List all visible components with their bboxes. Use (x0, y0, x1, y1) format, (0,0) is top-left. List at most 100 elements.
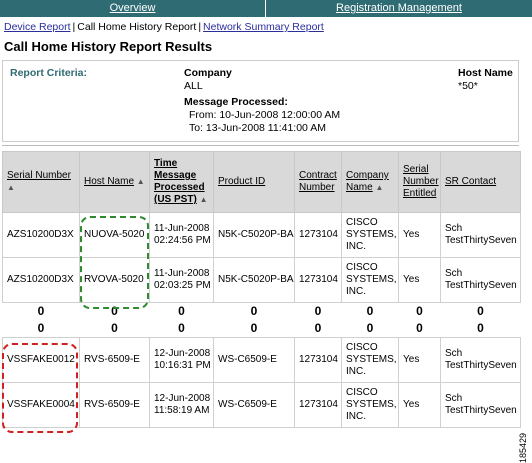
device-report-link[interactable]: Device Report (4, 21, 71, 33)
sort-icon: ▲ (375, 183, 384, 192)
time-text: 10:16:31 PM (154, 360, 211, 371)
col-serial-entitled[interactable]: Serial Number Entitled (398, 151, 441, 213)
company-cell: CISCO SYSTEMS, INC. (341, 212, 399, 258)
time-text: 11:58:19 AM (154, 405, 210, 416)
entitled-cell: Yes (398, 337, 441, 383)
company-line: SYSTEMS, (346, 274, 397, 285)
report-subnav: Device Report | Call Home History Report | N… (4, 21, 324, 33)
message-from: From: 10-Jun-2008 12:00:00 AM (189, 109, 341, 121)
table-row: AZS10200D3X RVOVA-5020 11-Jun-2008 02:03:… (2, 257, 521, 303)
table-row: VSSFAKE0004 RVS-6509-E 12-Jun-2008 11:58:… (2, 382, 521, 428)
contract-cell: 1273104 (294, 212, 342, 258)
divider (2, 145, 519, 146)
ellipsis-cell: 0 (250, 304, 258, 318)
sr-line: Sch (445, 268, 463, 279)
time-cell: 12-Jun-2008 10:16:31 PM (149, 337, 214, 383)
sort-icon: ▲ (136, 177, 145, 186)
company-line: INC. (346, 366, 366, 377)
ellipsis-cell: 0 (37, 321, 45, 335)
company-line: CISCO (346, 262, 378, 273)
time-text: 02:03:25 PM (154, 280, 211, 291)
product-cell: N5K-C5020P-BA (213, 257, 295, 303)
company-value: ALL (184, 80, 203, 92)
network-summary-report-link[interactable]: Network Summary Report (203, 21, 324, 33)
date-text: 12-Jun-2008 (154, 348, 211, 359)
table-header-row: Serial Number ▲ Host Name ▲ Time Message… (2, 151, 521, 213)
company-line: SYSTEMS, (346, 399, 397, 410)
report-criteria-label: Report Criteria: (10, 67, 88, 79)
ellipsis-cell: 0 (416, 304, 423, 318)
table-row: AZS10200D3X NUOVA-5020 11-Jun-2008 02:24:… (2, 212, 521, 258)
date-text: 11-Jun-2008 (154, 223, 210, 234)
company-name-sort-link[interactable]: Company Name (346, 170, 389, 193)
sr-line: Sch (445, 223, 463, 234)
time-cell: 12-Jun-2008 11:58:19 AM (149, 382, 214, 428)
time-text: 02:24:56 PM (154, 235, 211, 246)
ellipsis-cell: 0 (366, 304, 374, 318)
figure-id: 185429 (518, 433, 528, 463)
table-row: VSSFAKE0012 RVS-6509-E 12-Jun-2008 10:16:… (2, 337, 521, 383)
date-text: 11-Jun-2008 (154, 268, 210, 279)
col-company-name[interactable]: Company Name ▲ (341, 151, 399, 213)
ellipsis-cell: 0 (314, 304, 322, 318)
company-line: CISCO (346, 342, 378, 353)
sr-line: TestThirtySeven (445, 405, 517, 416)
contract-number-sort-link[interactable]: Contract Number (299, 170, 337, 193)
ellipsis-cell: 0 (477, 321, 484, 335)
call-home-history-current: Call Home History Report (77, 21, 197, 33)
entitled-sort-link[interactable]: Serial Number Entitled (403, 164, 439, 199)
ellipsis-cell: 0 (250, 321, 258, 335)
col-host-name[interactable]: Host Name ▲ (79, 151, 150, 213)
col-time-message-processed[interactable]: Time Message Processed (US PST) ▲ (149, 151, 214, 213)
ellipsis-cell: 0 (178, 321, 185, 335)
tab-registration-management[interactable]: Registration Management (336, 2, 462, 14)
serial-cell: AZS10200D3X (2, 212, 80, 258)
time-cell: 11-Jun-2008 02:24:56 PM (149, 212, 214, 258)
company-line: INC. (346, 286, 366, 297)
sr-line: TestThirtySeven (445, 235, 517, 246)
sr-contact-sort-link[interactable]: SR Contact (445, 176, 497, 187)
results-table: Serial Number ▲ Host Name ▲ Time Message… (2, 151, 521, 428)
contract-cell: 1273104 (294, 382, 342, 428)
report-criteria-panel: Report Criteria: Company ALL Host Name *… (2, 60, 519, 142)
contract-cell: 1273104 (294, 337, 342, 383)
ellipsis-row: 0 0 0 0 0 0 0 0 (3, 303, 521, 321)
col-contract-number[interactable]: Contract Number (294, 151, 342, 213)
sr-contact-cell: Sch TestThirtySeven (440, 257, 521, 303)
col-product-id[interactable]: Product ID (213, 151, 295, 213)
tab-overview[interactable]: Overview (0, 0, 266, 17)
product-id-sort-link[interactable]: Product ID (218, 176, 266, 187)
host-cell: RVS-6509-E (79, 382, 150, 428)
date-text: 12-Jun-2008 (154, 393, 211, 404)
entitled-cell: Yes (398, 257, 441, 303)
sr-contact-cell: Sch TestThirtySeven (440, 212, 521, 258)
message-processed-label: Message Processed: (184, 96, 288, 108)
serial-cell: AZS10200D3X (2, 257, 80, 303)
company-line: SYSTEMS, (346, 229, 397, 240)
company-line: INC. (346, 411, 366, 422)
sr-line: Sch (445, 393, 463, 404)
product-cell: WS-C6509-E (213, 382, 295, 428)
message-to: To: 13-Jun-2008 11:41:00 AM (189, 122, 326, 134)
ellipsis-cell: 0 (416, 321, 423, 335)
col-sr-contact[interactable]: SR Contact (440, 151, 521, 213)
ellipsis-cell: 0 (477, 304, 484, 318)
host-name-value: *50* (458, 80, 478, 92)
top-navigation: Overview Registration Management (0, 0, 532, 17)
serial-number-highlight-box (2, 343, 78, 433)
company-line: CISCO (346, 217, 378, 228)
ellipsis-row: 0 0 0 0 0 0 0 0 (3, 320, 521, 338)
product-cell: WS-C6509-E (213, 337, 295, 383)
company-cell: CISCO SYSTEMS, INC. (341, 257, 399, 303)
entitled-cell: Yes (398, 382, 441, 428)
col-serial-number[interactable]: Serial Number ▲ (2, 151, 80, 213)
time-sort-link[interactable]: Time Message Processed (US PST) (154, 158, 205, 205)
serial-number-sort-link[interactable]: Serial Number (7, 170, 71, 181)
page-title: Call Home History Report Results (4, 39, 213, 54)
entitled-cell: Yes (398, 212, 441, 258)
ellipsis-cell: 0 (37, 304, 45, 318)
sr-line: TestThirtySeven (445, 280, 517, 291)
contract-cell: 1273104 (294, 257, 342, 303)
ellipsis-cell: 0 (111, 304, 118, 318)
host-name-sort-link[interactable]: Host Name (84, 176, 135, 187)
